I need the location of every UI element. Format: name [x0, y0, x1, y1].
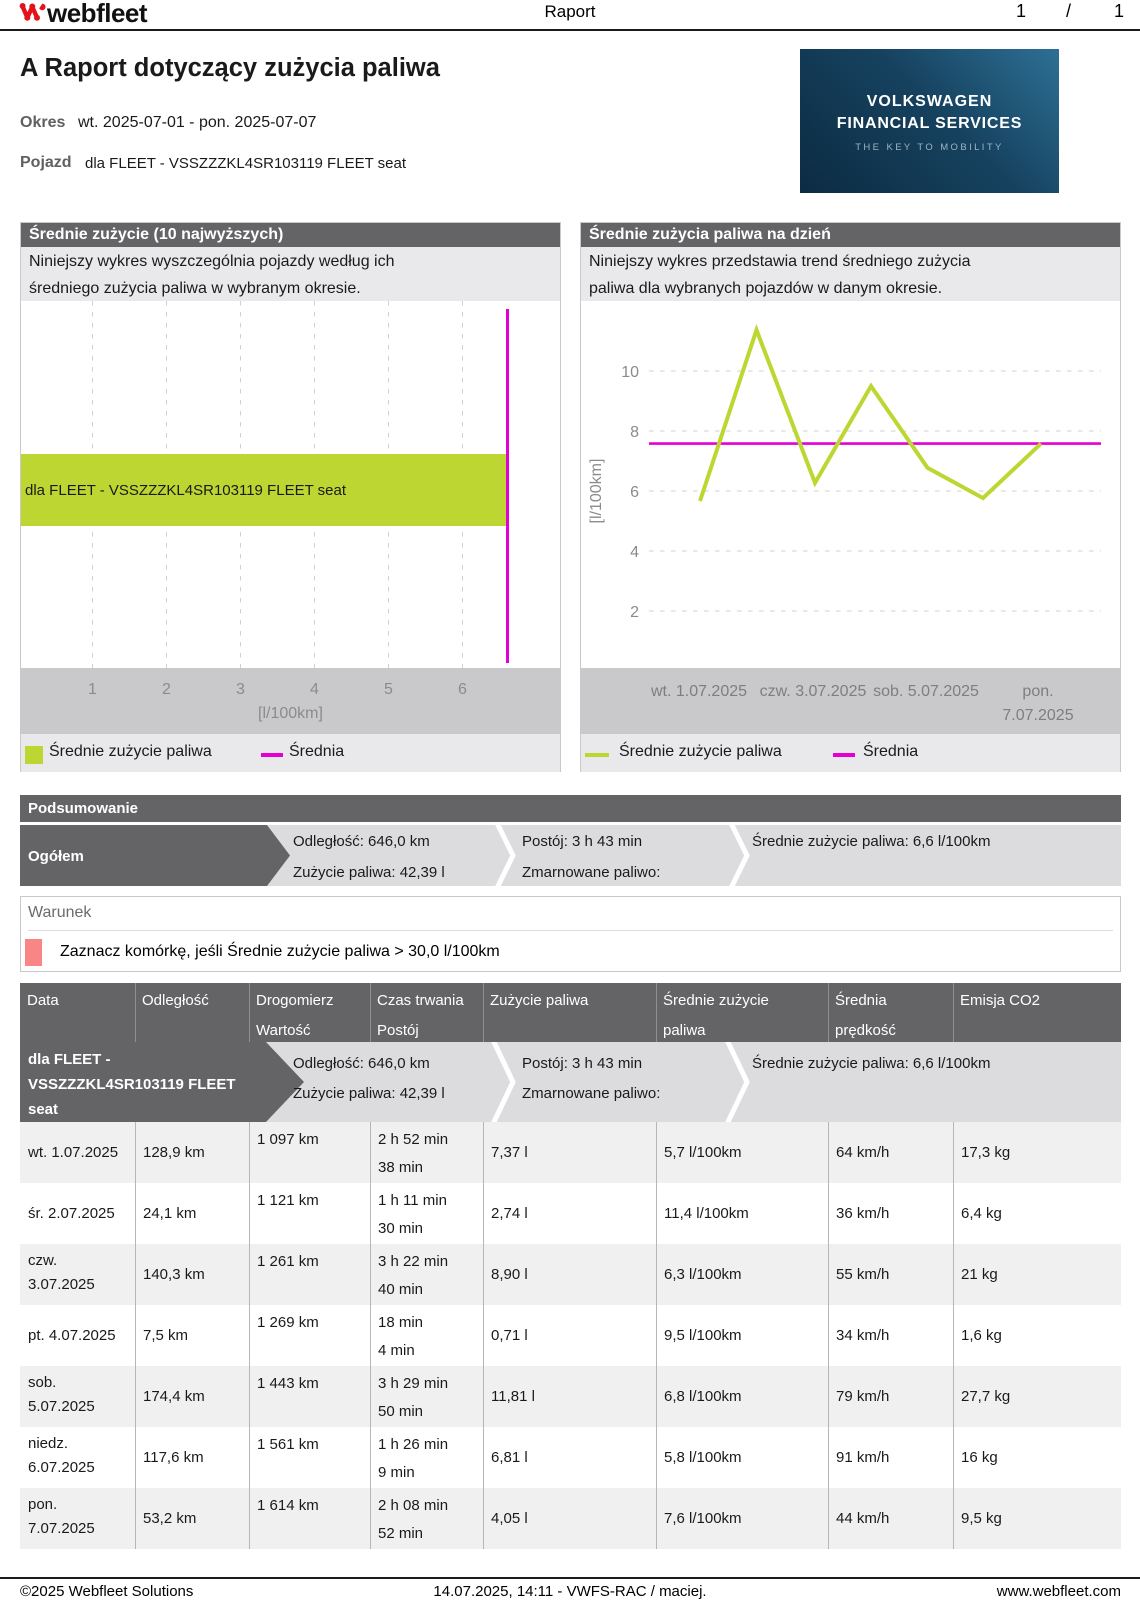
svg-text:4: 4: [630, 544, 639, 561]
svg-text:webfleet: webfleet: [46, 1, 148, 28]
svg-text:Ogółem: Ogółem: [28, 848, 84, 865]
svg-text:dla FLEET - VSSZZZKL4SR103119: dla FLEET - VSSZZZKL4SR103119 FLEET seat: [25, 482, 347, 499]
svg-text:2: 2: [630, 604, 639, 621]
svg-text:dla FLEET -: dla FLEET -: [28, 1051, 111, 1068]
svg-text:seat: seat: [28, 1101, 58, 1118]
svg-text:[l/100km]: [l/100km]: [588, 459, 605, 524]
svg-text:VSSZZZKL4SR103119 FLEET: VSSZZZKL4SR103119 FLEET: [28, 1076, 236, 1093]
svg-text:8: 8: [630, 424, 639, 441]
svg-text:6: 6: [630, 484, 639, 501]
svg-text:10: 10: [621, 364, 639, 381]
